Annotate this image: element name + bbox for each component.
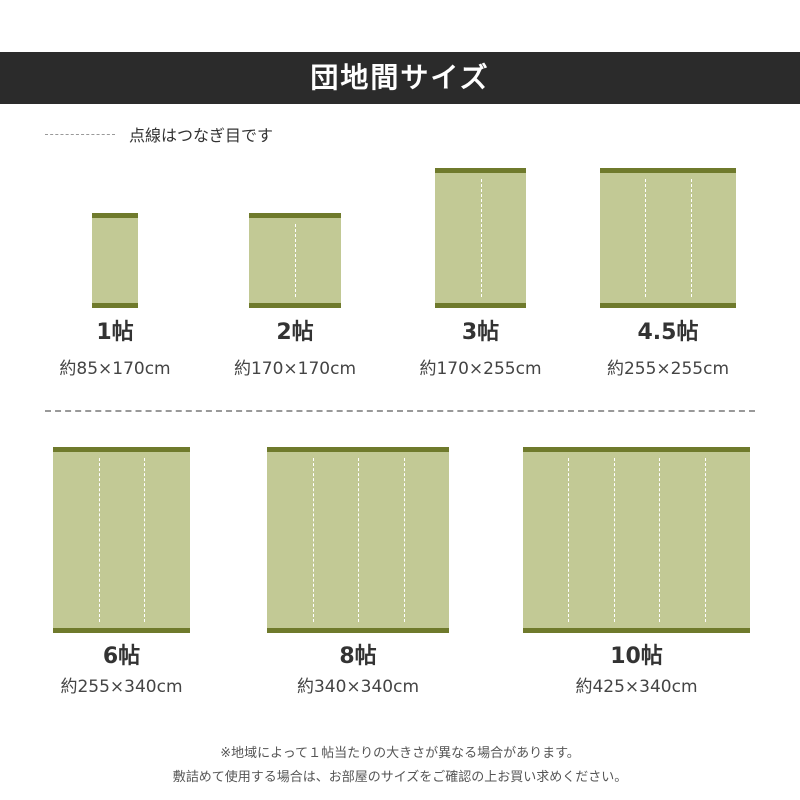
note-2: 敷詰めて使用する場合は、お部屋のサイズをご確認の上お買い求めください。 [172, 770, 628, 785]
tatami-mat-3帖 [435, 168, 526, 308]
mat-label: 4.5帖 [637, 320, 699, 345]
seam-line [144, 458, 146, 622]
mat-size: 約255×255cm [606, 359, 730, 379]
mat-label: 2帖 [276, 320, 314, 345]
seam-line [480, 179, 482, 297]
seam-line [358, 458, 359, 622]
mat-size: 約170×170cm [233, 359, 357, 379]
seam-line [312, 458, 314, 622]
legend-text: 点線はつなぎ目です [129, 126, 274, 145]
mat-label: 3帖 [461, 320, 500, 345]
mat-size: 約85×170cm [59, 359, 171, 379]
tatami-mat-10帖 [523, 447, 750, 633]
seam-line [690, 179, 692, 297]
mat-size: 約170×255cm [419, 359, 542, 379]
seam-line [659, 458, 661, 622]
note-1: ※地域によって１帖当たりの大きさが異なる場合があります。 [220, 746, 580, 761]
mat-label: 10帖 [610, 644, 663, 669]
tatami-mat-1帖 [92, 213, 138, 308]
tatami-mat-6帖 [53, 447, 190, 633]
mat-size: 約340×340cm [296, 677, 420, 697]
seam-legend: 点線はつなぎ目です [45, 122, 273, 146]
seam-line [645, 179, 647, 297]
mat-size: 約425×340cm [575, 677, 698, 697]
tatami-mat-2帖 [249, 213, 341, 308]
seam-line [98, 458, 100, 622]
seam-line [403, 458, 405, 622]
mat-size: 約255×340cm [60, 677, 183, 697]
mat-label: 6帖 [102, 644, 141, 669]
seam-line [613, 458, 615, 622]
page-title: 団地間サイズ [0, 52, 800, 104]
mat-label: 8帖 [339, 644, 377, 669]
tatami-mat-4.5帖 [600, 168, 736, 308]
seam-line [295, 224, 296, 297]
tatami-mat-8帖 [267, 447, 449, 633]
mat-label: 1帖 [96, 320, 134, 345]
seam-line [704, 458, 706, 622]
dotted-line-sample [45, 133, 115, 135]
seam-line [568, 458, 570, 622]
row-divider [45, 410, 755, 412]
